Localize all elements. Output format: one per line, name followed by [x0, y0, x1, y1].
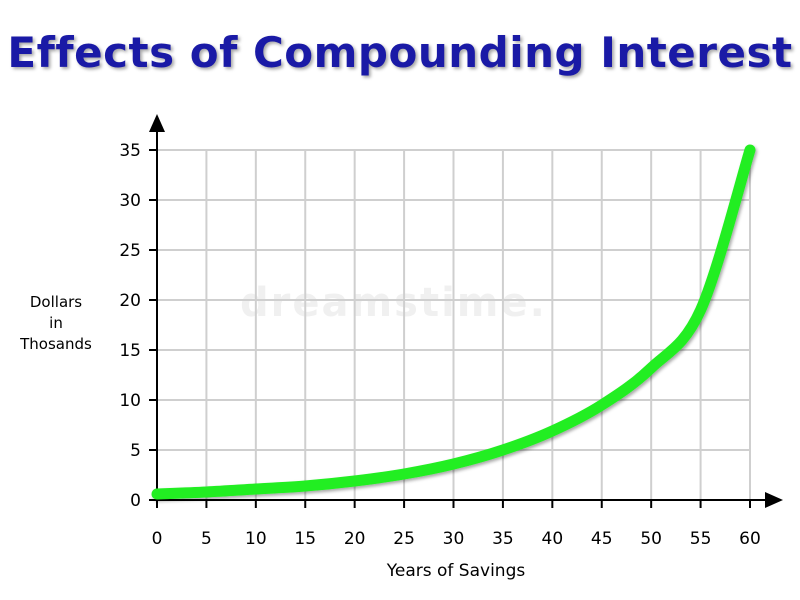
y-tick-label: 20	[119, 291, 141, 311]
x-tick-label: 5	[201, 529, 212, 549]
x-tick-label: 40	[542, 529, 564, 549]
y-axis-ticks: 0 5 10 15 20 25 30 35	[119, 141, 157, 511]
y-tick-label: 10	[119, 391, 141, 411]
y-axis-label-line-3: Thosands	[20, 335, 92, 353]
x-axis-label: Years of Savings	[386, 561, 526, 581]
series-line	[151, 144, 756, 500]
y-tick-label: 5	[130, 441, 141, 461]
x-tick-label: 25	[393, 529, 415, 549]
x-tick-label: 55	[690, 529, 712, 549]
y-tick-label: 35	[119, 141, 141, 161]
x-tick-label: 20	[344, 529, 366, 549]
chart-title: Effects of Compounding Interest	[7, 28, 793, 77]
axes	[149, 114, 783, 508]
x-tick-label: 35	[492, 529, 514, 549]
x-tick-label: 30	[443, 529, 465, 549]
series-layer	[151, 144, 756, 500]
grid	[156, 149, 751, 501]
x-tick-label: 60	[739, 529, 761, 549]
watermark: dreamstime.	[240, 280, 547, 326]
y-tick-label: 25	[119, 241, 141, 261]
y-tick-label: 0	[130, 491, 141, 511]
y-axis-label-line-2: in	[49, 314, 63, 332]
x-tick-label: 0	[152, 529, 163, 549]
y-tick-label: 15	[119, 341, 141, 361]
x-axis-ticks: 0 5 10 15 20 25 30 35 40 45 50 55 60	[152, 500, 761, 549]
x-tick-label: 10	[245, 529, 267, 549]
x-tick-label: 50	[640, 529, 662, 549]
y-axis-label: Dollars in Thosands	[6, 292, 106, 355]
x-tick-label: 15	[294, 529, 316, 549]
y-tick-label: 30	[119, 191, 141, 211]
y-axis-label-line-1: Dollars	[29, 293, 83, 311]
x-tick-label: 45	[591, 529, 613, 549]
